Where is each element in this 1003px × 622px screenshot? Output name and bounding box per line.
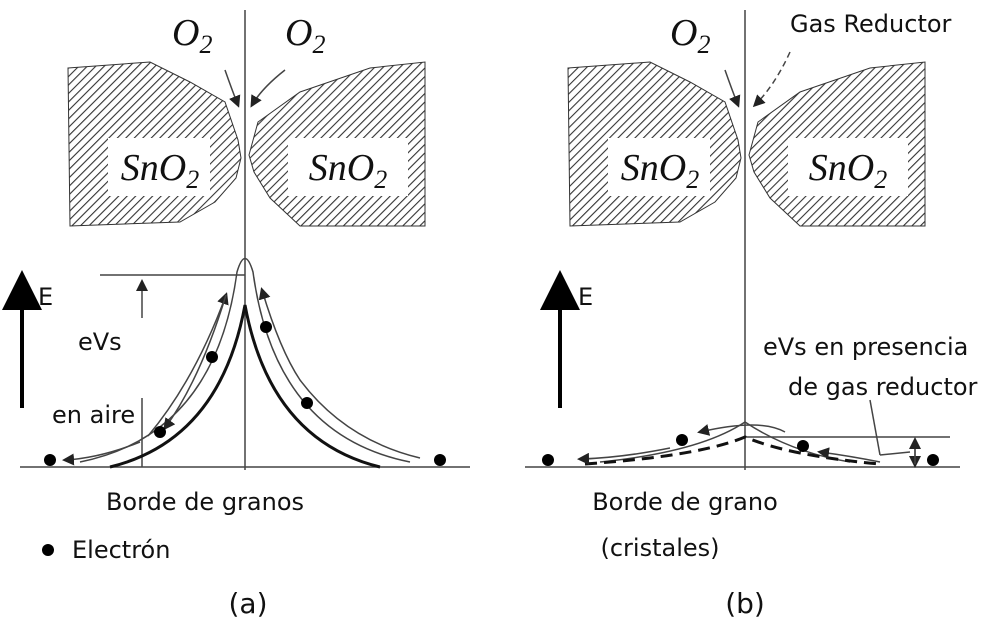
barrier-label: de gas reductor [788,373,978,401]
band-curve [585,437,880,464]
text: O [172,12,199,54]
text: O [670,12,697,54]
pointer [870,400,880,455]
text: O [285,12,312,54]
electron-path [148,295,226,436]
text: 2 [186,165,199,194]
text: SnO [809,147,874,189]
text: SnO [121,147,186,189]
caption: (a) [228,587,267,620]
arrow [725,70,738,105]
boundary-label: Borde de grano [592,488,778,516]
boundary-label: Borde de granos [106,488,304,516]
text: 2 [874,165,887,194]
text: 2 [697,30,710,59]
electron-path [262,290,420,458]
legend-label: Electrón [72,536,170,564]
o2-label: O2 [670,12,710,59]
condition-label: en aire [52,401,135,429]
text: SnO [309,147,374,189]
panel-a: SnO2 SnO2 O2 O2 E eVs en aire Borde de g… [20,10,470,620]
arrow [252,70,285,105]
diagram: SnO2 SnO2 O2 O2 E eVs en aire Borde de g… [0,0,1003,622]
gas-label: Gas Reductor [790,10,952,38]
text: 2 [312,30,325,59]
text: 2 [374,165,387,194]
panel-b: SnO2 SnO2 O2 Gas Reductor E eVs en prese… [525,10,978,620]
o2-label: O2 [172,12,212,59]
axis-label: E [38,283,53,311]
o2-label: O2 [285,12,325,59]
axis-label: E [578,283,593,311]
electron-path [165,295,226,428]
legend-marker [42,544,54,556]
arrow [225,70,238,105]
text: 2 [686,165,699,194]
electron-path [700,425,785,432]
boundary-label: (cristales) [600,534,719,562]
barrier-label: eVs [78,328,122,356]
text: 2 [199,30,212,59]
barrier-label: eVs en presencia [763,333,968,361]
electron-path [65,442,140,460]
arrow [755,52,790,105]
caption: (b) [725,587,765,620]
pointer [880,452,910,455]
text: SnO [621,147,686,189]
